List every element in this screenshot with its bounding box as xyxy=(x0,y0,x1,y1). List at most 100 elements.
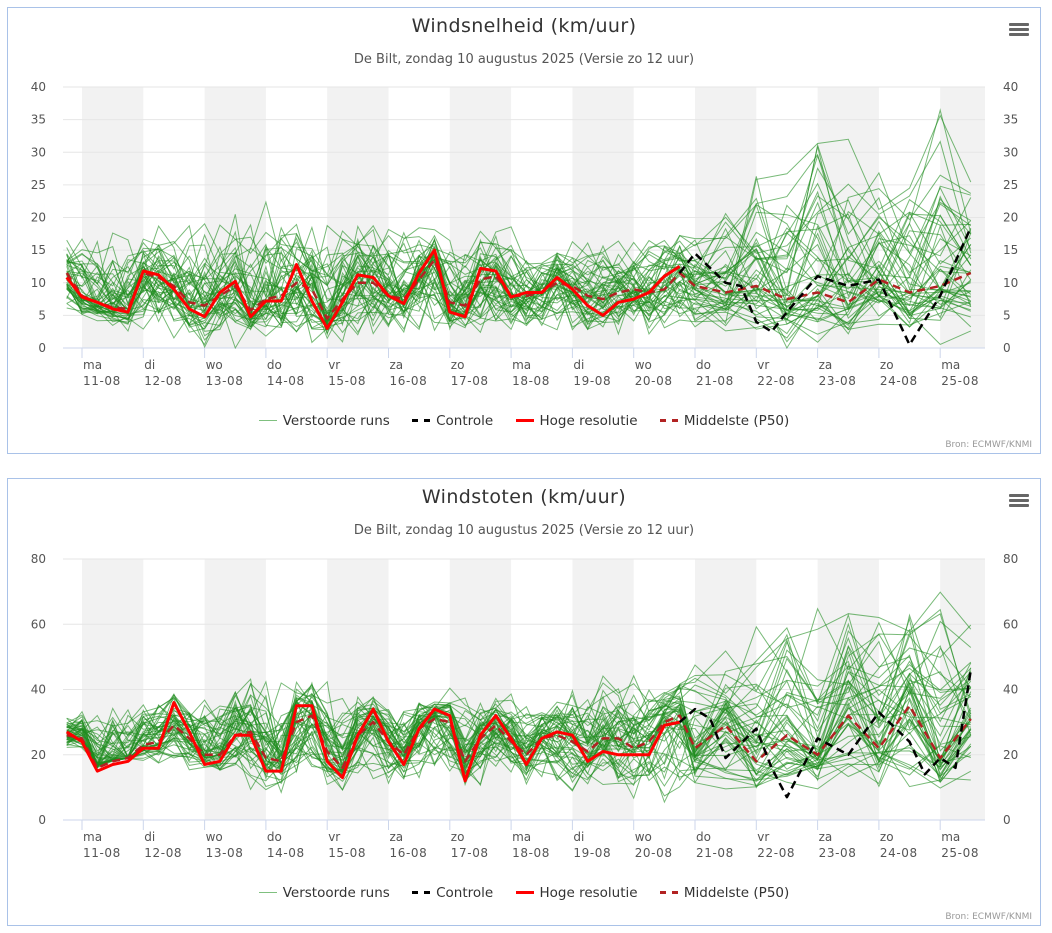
x-tick-label-day: wo xyxy=(206,358,223,372)
legend-label: Hoge resolutie xyxy=(539,413,638,429)
legend-swatch-p50 xyxy=(659,418,678,422)
y-tick-label-right: 15 xyxy=(1003,243,1018,257)
chart-subtitle: De Bilt, zondag 10 augustus 2025 (Versie… xyxy=(353,52,695,67)
y-tick-label-right: 5 xyxy=(1003,308,1011,322)
ensemble-run-line xyxy=(66,613,972,767)
legend-item-controle[interactable]: Controle xyxy=(412,413,493,429)
x-tick-label-date: 22-08 xyxy=(757,846,795,860)
ensemble-run-line xyxy=(66,720,972,789)
x-tick-label-day: wo xyxy=(635,830,652,844)
x-tick-label-date: 14-08 xyxy=(267,846,305,860)
legend-item-verstoorde-runs[interactable]: Verstoorde runs xyxy=(258,413,390,429)
ensemble-run-line xyxy=(66,702,971,794)
x-tick-label-date: 14-08 xyxy=(267,374,305,388)
y-tick-label-left: 60 xyxy=(31,617,46,631)
p50-line xyxy=(65,258,972,320)
x-tick-label-day: ma xyxy=(512,358,531,372)
windstoten-chart-panel: 0 0 20 20 40 40 60 60 80 80 ma 11-08 di 12-08 wo 13-08 d… xyxy=(7,478,1041,926)
ensemble-run-line xyxy=(66,718,972,788)
windsnelheid-plot: 0 0 5 5 10 10 15 15 20 20 25 25 30 30 35 35 40 40 ma 11-08 d… xyxy=(31,80,1019,388)
y-tick-label-right: 30 xyxy=(1003,145,1018,159)
ensemble-run-line xyxy=(66,712,971,804)
y-tick-label-right: 40 xyxy=(1003,80,1018,94)
x-tick-label-date: 17-08 xyxy=(451,846,489,860)
legend-label: Verstoorde runs xyxy=(282,885,390,901)
y-tick-label-left: 20 xyxy=(31,211,46,225)
x-tick-label-date: 12-08 xyxy=(144,374,182,388)
legend-label: Controle xyxy=(436,885,494,901)
chart-title: Windstoten (km/uur) xyxy=(421,486,627,508)
source-credit: Bron: ECMWF/KNMI xyxy=(945,912,1032,922)
y-tick-label-left: 10 xyxy=(31,276,46,290)
ensemble-run-line xyxy=(66,709,972,787)
legend: Verstoorde runs Controle Hoge resolutie … xyxy=(8,413,1040,429)
x-tick-label-day: vr xyxy=(328,830,340,844)
y-tick-label-right: 20 xyxy=(1003,748,1018,762)
ensemble-run-line xyxy=(66,216,971,331)
x-tick-label-day: za xyxy=(390,358,404,372)
x-tick-label-day: ma xyxy=(941,358,960,372)
y-tick-label-right: 60 xyxy=(1003,617,1018,631)
hamburger-icon[interactable] xyxy=(1009,23,1029,39)
legend-item-controle[interactable]: Controle xyxy=(412,885,493,901)
ensemble-run-line xyxy=(66,224,972,325)
x-tick-label-day: za xyxy=(819,830,833,844)
x-tick-label-day: do xyxy=(696,358,711,372)
y-tick-label-left: 35 xyxy=(31,113,46,127)
windsnelheid-chart-panel: 0 0 5 5 10 10 15 15 20 20 25 25 30 30 35 35 40 40 ma 11-08 d… xyxy=(7,7,1041,454)
x-tick-label-day: zo xyxy=(451,358,465,372)
x-tick-label-day: za xyxy=(390,830,404,844)
x-tick-label-date: 11-08 xyxy=(83,846,121,860)
x-tick-label-date: 19-08 xyxy=(573,374,611,388)
x-tick-label-day: zo xyxy=(451,830,465,844)
legend-swatch-control xyxy=(412,418,431,422)
x-tick-label-day: di xyxy=(144,830,155,844)
y-tick-label-left: 30 xyxy=(31,145,46,159)
x-tick-label-day: vr xyxy=(757,358,769,372)
x-tick-label-day: do xyxy=(267,830,282,844)
x-tick-label-date: 11-08 xyxy=(83,374,121,388)
x-tick-label-date: 24-08 xyxy=(880,374,918,388)
hamburger-icon[interactable] xyxy=(1009,494,1029,510)
x-tick-label-date: 21-08 xyxy=(696,846,734,860)
legend-item-middelste[interactable]: Middelste (P50) xyxy=(659,885,789,901)
y-tick-label-left: 20 xyxy=(31,748,46,762)
x-tick-label-day: di xyxy=(144,358,155,372)
ensemble-run-line xyxy=(66,227,972,323)
x-tick-label-day: ma xyxy=(512,830,531,844)
legend-label: Middelste (P50) xyxy=(683,413,790,429)
y-tick-label-left: 0 xyxy=(38,813,46,827)
y-tick-label-right: 40 xyxy=(1003,683,1018,697)
legend-label: Controle xyxy=(436,413,494,429)
x-tick-label-date: 13-08 xyxy=(206,846,244,860)
x-tick-label-date: 15-08 xyxy=(328,846,366,860)
x-tick-label-date: 20-08 xyxy=(635,846,673,860)
y-tick-label-left: 0 xyxy=(38,341,46,355)
y-tick-label-left: 40 xyxy=(31,683,46,697)
hres-line xyxy=(65,248,681,330)
ensemble-run-line xyxy=(66,732,972,797)
x-tick-label-day: di xyxy=(573,830,584,844)
chart-subtitle: De Bilt, zondag 10 augustus 2025 (Versie… xyxy=(353,523,695,538)
legend-item-hoge-resolutie[interactable]: Hoge resolutie xyxy=(515,413,638,429)
x-tick-label-day: do xyxy=(267,358,282,372)
legend-item-middelste[interactable]: Middelste (P50) xyxy=(659,413,790,429)
x-tick-label-date: 19-08 xyxy=(573,846,611,860)
legend-item-hoge-resolutie[interactable]: Hoge resolutie xyxy=(515,885,638,901)
x-tick-label-date: 12-08 xyxy=(144,846,182,860)
legend-item-verstoorde-runs[interactable]: Verstoorde runs xyxy=(258,885,390,901)
x-tick-label-date: 25-08 xyxy=(941,846,979,860)
legend-label: Verstoorde runs xyxy=(282,413,390,429)
x-tick-label-date: 20-08 xyxy=(635,374,673,388)
y-tick-label-left: 80 xyxy=(31,552,46,566)
x-tick-label-date: 17-08 xyxy=(451,374,489,388)
y-tick-label-left: 5 xyxy=(38,308,46,322)
x-tick-label-day: zo xyxy=(880,830,894,844)
legend-swatch-ensemble xyxy=(258,419,277,421)
control-line xyxy=(678,226,972,346)
x-tick-label-date: 23-08 xyxy=(819,374,857,388)
chart-title: Windsnelheid (km/uur) xyxy=(411,15,637,37)
y-tick-label-right: 10 xyxy=(1003,276,1018,290)
y-tick-label-left: 25 xyxy=(31,178,46,192)
x-tick-label-day: ma xyxy=(83,358,102,372)
